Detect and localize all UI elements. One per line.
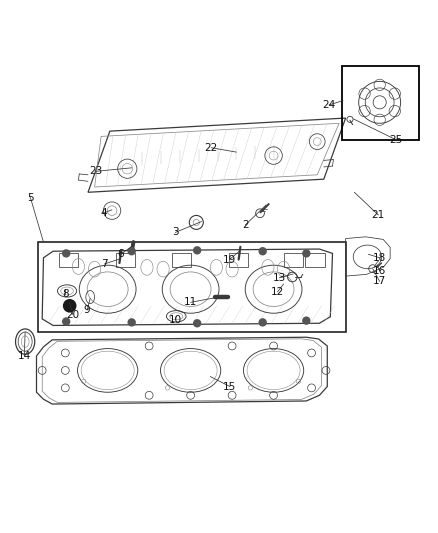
Text: 20: 20 <box>66 310 79 319</box>
Bar <box>229 253 248 266</box>
Circle shape <box>128 248 135 255</box>
Bar <box>172 253 191 266</box>
Circle shape <box>63 318 70 325</box>
Bar <box>59 253 78 266</box>
Text: 19: 19 <box>223 255 236 264</box>
Text: 7: 7 <box>101 259 108 269</box>
Text: 4: 4 <box>100 208 106 218</box>
Text: 2: 2 <box>242 220 248 230</box>
Bar <box>284 253 303 266</box>
Bar <box>116 253 135 266</box>
Circle shape <box>194 247 201 254</box>
Text: 11: 11 <box>184 297 197 308</box>
Bar <box>305 253 325 266</box>
Text: 23: 23 <box>89 166 102 176</box>
Text: 21: 21 <box>372 210 385 220</box>
Bar <box>342 66 419 140</box>
Circle shape <box>259 248 266 255</box>
Circle shape <box>259 319 266 326</box>
Text: 3: 3 <box>172 228 179 237</box>
Circle shape <box>303 250 310 257</box>
Circle shape <box>64 300 76 312</box>
Text: 9: 9 <box>84 305 91 315</box>
Text: 12: 12 <box>271 287 284 297</box>
Text: 6: 6 <box>117 249 124 259</box>
Text: 8: 8 <box>62 288 69 298</box>
Text: 17: 17 <box>373 276 386 286</box>
Text: 10: 10 <box>169 315 182 325</box>
Text: 24: 24 <box>322 100 336 110</box>
Text: 15: 15 <box>223 382 237 392</box>
Text: 22: 22 <box>205 143 218 153</box>
Text: 25: 25 <box>390 135 403 145</box>
Text: 14: 14 <box>18 351 31 361</box>
Text: 18: 18 <box>373 253 386 263</box>
Circle shape <box>128 319 135 326</box>
Circle shape <box>194 320 201 327</box>
Text: 13: 13 <box>272 273 286 283</box>
Text: 5: 5 <box>27 192 34 203</box>
Circle shape <box>63 250 70 257</box>
Circle shape <box>303 317 310 324</box>
Text: 16: 16 <box>373 266 386 276</box>
